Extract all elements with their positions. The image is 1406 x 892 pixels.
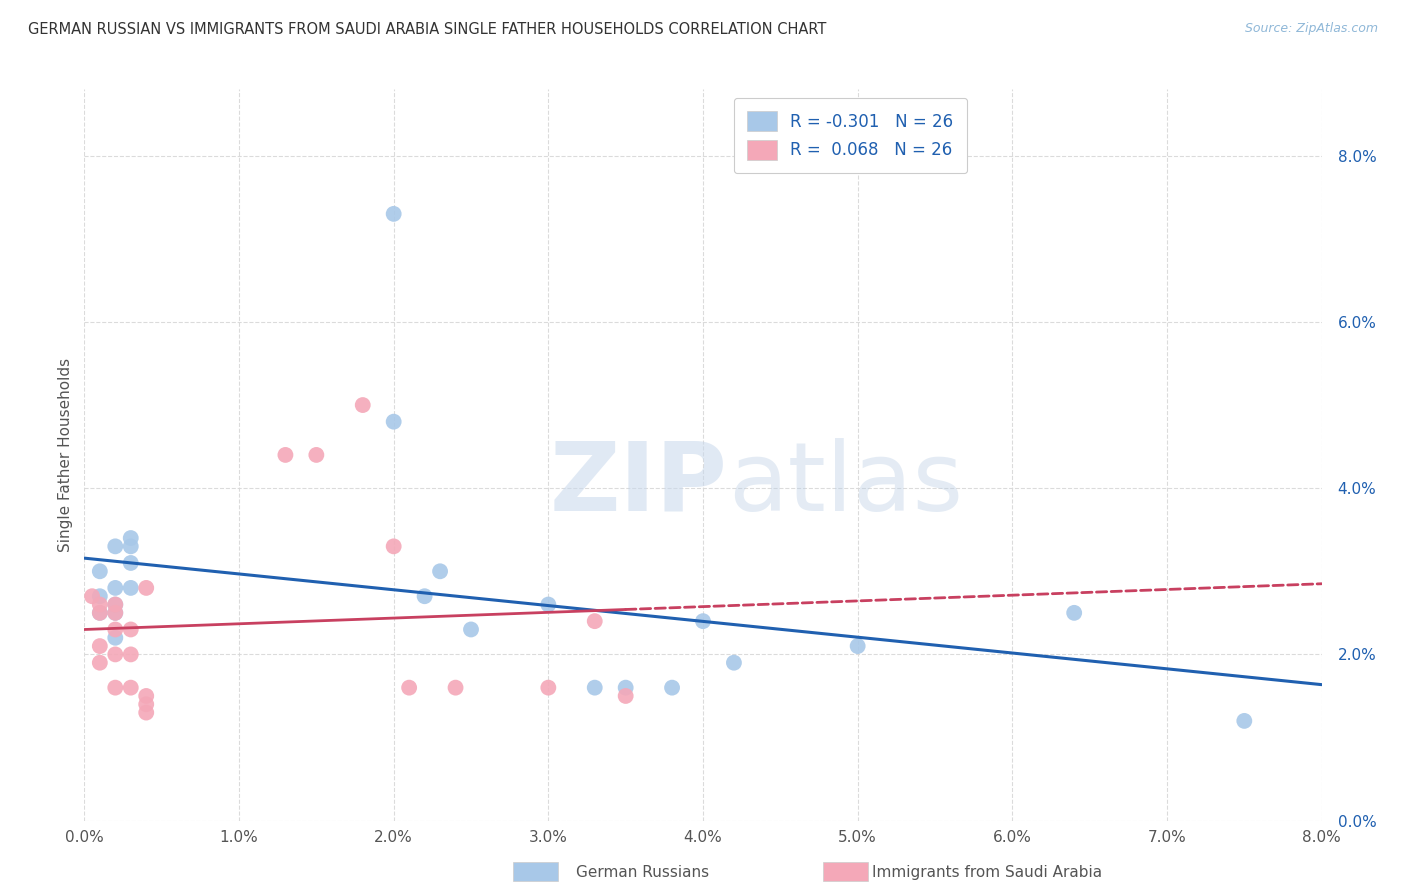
Point	[614, 689, 637, 703]
Point	[274, 448, 297, 462]
Point	[583, 681, 606, 695]
Point	[429, 564, 451, 578]
Point	[537, 598, 560, 612]
Point	[89, 656, 111, 670]
Point	[120, 539, 142, 553]
Point	[89, 639, 111, 653]
Point	[846, 639, 869, 653]
Point	[614, 681, 637, 695]
Point	[89, 606, 111, 620]
Point	[135, 689, 157, 703]
Point	[120, 681, 142, 695]
Point	[398, 681, 420, 695]
Point	[1233, 714, 1256, 728]
Point	[120, 623, 142, 637]
Point	[382, 539, 405, 553]
Point	[104, 598, 127, 612]
Point	[104, 681, 127, 695]
Point	[104, 648, 127, 662]
Point	[104, 606, 127, 620]
Point	[89, 598, 111, 612]
Y-axis label: Single Father Households: Single Father Households	[58, 358, 73, 552]
Point	[120, 531, 142, 545]
Text: Source: ZipAtlas.com: Source: ZipAtlas.com	[1244, 22, 1378, 36]
Point	[104, 598, 127, 612]
Text: ZIP: ZIP	[550, 438, 728, 531]
Point	[444, 681, 467, 695]
Point	[305, 448, 328, 462]
Text: Immigrants from Saudi Arabia: Immigrants from Saudi Arabia	[872, 865, 1102, 880]
Point	[89, 564, 111, 578]
Point	[352, 398, 374, 412]
Point	[135, 581, 157, 595]
Point	[583, 614, 606, 628]
Text: German Russians: German Russians	[576, 865, 710, 880]
Point	[460, 623, 482, 637]
Point	[120, 556, 142, 570]
Point	[537, 681, 560, 695]
Point	[135, 706, 157, 720]
Point	[413, 589, 436, 603]
Point	[661, 681, 683, 695]
Point	[692, 614, 714, 628]
Point	[104, 623, 127, 637]
Point	[1063, 606, 1085, 620]
Text: GERMAN RUSSIAN VS IMMIGRANTS FROM SAUDI ARABIA SINGLE FATHER HOUSEHOLDS CORRELAT: GERMAN RUSSIAN VS IMMIGRANTS FROM SAUDI …	[28, 22, 827, 37]
Point	[135, 698, 157, 712]
Point	[104, 539, 127, 553]
Point	[104, 631, 127, 645]
Point	[89, 606, 111, 620]
Point	[89, 589, 111, 603]
Legend: R = -0.301   N = 26, R =  0.068   N = 26: R = -0.301 N = 26, R = 0.068 N = 26	[734, 97, 967, 173]
Point	[120, 581, 142, 595]
Point	[382, 415, 405, 429]
Point	[104, 581, 127, 595]
Point	[120, 648, 142, 662]
Point	[382, 207, 405, 221]
Text: atlas: atlas	[728, 438, 963, 531]
Point	[104, 606, 127, 620]
Point	[723, 656, 745, 670]
Point	[82, 589, 104, 603]
